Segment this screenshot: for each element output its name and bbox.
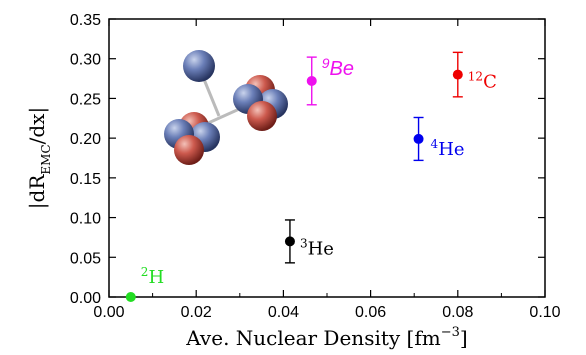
point-marker	[413, 133, 424, 144]
point-label-mass: 12	[468, 70, 483, 84]
x-tick-label: 0.02	[181, 304, 212, 321]
x-tick-label: 0.08	[442, 304, 473, 321]
y-tick-label: 0.30	[70, 52, 101, 69]
y-tick-label: 0.35	[70, 12, 101, 29]
x-tick-label: 0.00	[93, 304, 124, 321]
y-tick-label: 0.00	[70, 290, 101, 307]
point-label: 3He	[300, 236, 334, 259]
x-tick-label: 0.06	[355, 304, 386, 321]
point-marker	[125, 292, 136, 302]
beryllium-nucleus-illustration	[164, 50, 288, 165]
y-axis-title-subscript: EMC	[39, 144, 53, 174]
point-label-mass: 4	[431, 137, 439, 151]
point-marker	[284, 236, 295, 247]
point-label-element: Be	[330, 58, 354, 80]
x-axis-ticks: 0.00 0.02 0.04 0.06 0.08 0.10	[93, 19, 561, 321]
x-axis-title-exponent: −3	[441, 325, 460, 340]
point-label-mass: 2	[141, 265, 149, 279]
point-label-element: C	[483, 72, 497, 93]
point-label-element: H	[148, 267, 164, 288]
x-tick-label: 0.10	[529, 304, 560, 321]
point-marker	[306, 75, 317, 86]
y-tick-label: 0.20	[70, 131, 101, 148]
y-tick-label: 0.10	[70, 211, 101, 228]
data-point-12C: 12C	[452, 51, 497, 98]
point-label: 12C	[468, 70, 497, 93]
point-marker	[452, 69, 463, 80]
y-tick-label: 0.05	[70, 250, 101, 267]
y-axis-ticks: 0.00 0.05 0.10 0.15 0.20 0.25 0.30 0.35	[70, 12, 545, 307]
data-point-2H: 2H	[125, 265, 164, 302]
point-label-mass: 9	[322, 55, 330, 71]
point-label: 2H	[141, 265, 164, 288]
y-tick-label: 0.15	[70, 171, 101, 188]
data-point-9Be: 9Be	[306, 55, 354, 106]
x-tick-label: 0.04	[268, 304, 299, 321]
y-axis-title: |dREMC/dx|	[25, 107, 53, 209]
data-point-3He: 3He	[284, 219, 334, 264]
point-label-element: He	[438, 139, 464, 160]
point-label-element: He	[308, 238, 334, 259]
data-point-4He: 4He	[413, 116, 465, 162]
point-label: 9Be	[322, 55, 354, 80]
y-tick-label: 0.25	[70, 91, 101, 108]
x-axis-title: Ave. Nuclear Density [fm−3]	[185, 325, 467, 350]
point-label-mass: 3	[300, 236, 308, 250]
point-label: 4He	[431, 137, 465, 160]
